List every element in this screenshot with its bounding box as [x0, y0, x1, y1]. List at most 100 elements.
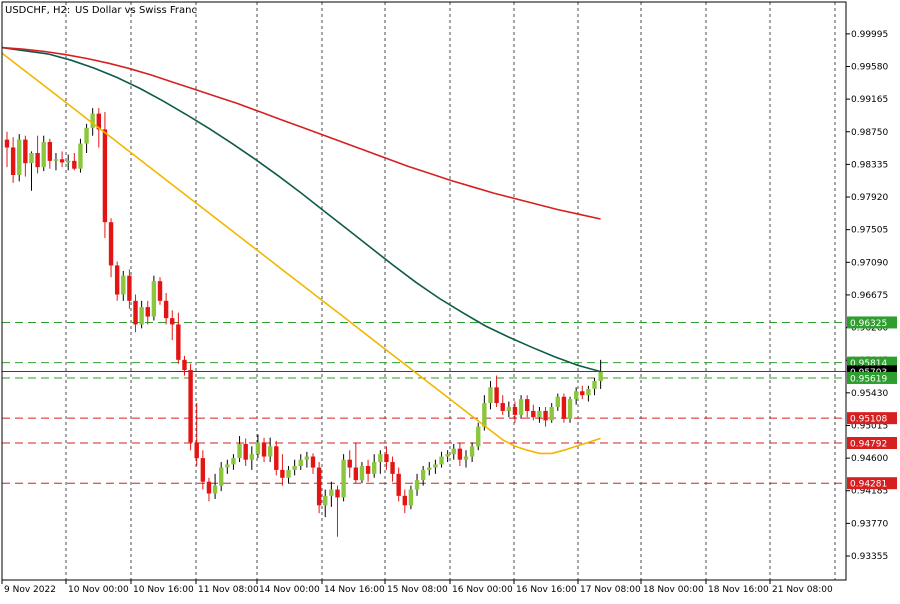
chart-symbol-timeframe: USDCHF, H2: [5, 5, 70, 16]
y-tick-label: 0.98750 [851, 128, 888, 138]
bull-candle [451, 448, 456, 455]
red-level-label: 0.95108 [850, 415, 887, 425]
bear-candle [170, 318, 175, 325]
green-level-box [847, 316, 897, 329]
bear-candle [10, 147, 16, 176]
bear-candle [396, 473, 401, 496]
bear-candle [525, 399, 530, 411]
bear-candle [531, 410, 536, 418]
bull-candle [488, 387, 493, 404]
chart-description: US Dollar vs Swiss Franc [75, 5, 197, 16]
bear-candle [390, 462, 395, 474]
bull-candle [66, 160, 71, 163]
bull-candle [586, 388, 591, 396]
bear-candle [310, 456, 316, 468]
bull-candle [17, 139, 22, 176]
bull-candle [29, 152, 34, 164]
bear-candle [188, 370, 193, 443]
bull-candle [304, 456, 310, 460]
y-tick-label: 0.96260 [851, 324, 888, 334]
bear-candle [59, 159, 65, 163]
bull-candle [598, 371, 603, 382]
bear-candle [494, 387, 499, 404]
axes: 9 Nov 2022 10 Nov 00:00 10 Nov 16:00 11 Nov… [1, 1, 888, 595]
y-tick-label: 0.95430 [851, 389, 888, 399]
x-tick-label: 14 Nov 16:00 [324, 585, 385, 595]
y-tick-label: 0.99995 [851, 30, 888, 40]
bear-candle [457, 448, 463, 460]
bull-candle [231, 458, 236, 465]
bull-candle [482, 403, 487, 427]
bear-candle [335, 489, 340, 498]
bear-candle [243, 443, 248, 460]
bear-candle [4, 139, 10, 148]
x-tick-label: 16 Nov 00:00 [452, 585, 513, 595]
x-tick-label: 18 Nov 00:00 [643, 585, 704, 595]
bull-candle [537, 410, 542, 418]
bear-candle [145, 307, 150, 317]
bear-candle [384, 454, 389, 463]
bull-candle [414, 480, 420, 490]
ma-mid-line [1, 46, 601, 373]
bull-candle [518, 399, 524, 415]
y-tick-label: 0.97090 [851, 258, 888, 268]
bear-candle [316, 467, 322, 506]
bear-candle [280, 469, 285, 478]
y-tick-label: 0.94185 [851, 487, 888, 497]
bull-candle [78, 143, 83, 169]
bear-candle [96, 113, 101, 130]
bull-candle [549, 406, 554, 421]
x-tick-label: 17 Nov 08:00 [580, 585, 641, 595]
grid [65, 2, 836, 580]
bull-candle [573, 391, 579, 400]
y-tick-label: 0.99580 [851, 62, 888, 72]
bull-candle [592, 381, 597, 389]
bear-candle [206, 481, 212, 494]
bear-candle [102, 129, 108, 223]
y-tick-label: 0.93355 [851, 552, 888, 562]
bear-candle [580, 391, 585, 396]
bull-candle [84, 127, 89, 144]
bear-candle [133, 300, 138, 325]
bear-candle [500, 403, 505, 411]
bull-candle [225, 464, 230, 468]
y-tick-label: 0.99165 [851, 95, 888, 105]
bear-candle [402, 495, 407, 506]
bear-candle [163, 300, 169, 319]
x-tick-label: 16 Nov 16:00 [516, 585, 577, 595]
bull-candle [433, 464, 438, 468]
bull-candle [286, 469, 291, 478]
bear-candle [365, 465, 371, 474]
x-tick-label: 10 Nov 16:00 [133, 585, 194, 595]
red-level-label: 0.94281 [850, 480, 887, 490]
bull-candle [121, 275, 126, 295]
green-level-label: 0.95619 [850, 374, 887, 384]
bull-candle [329, 489, 334, 496]
bull-candle [237, 443, 242, 459]
red-level-box [847, 412, 897, 425]
bull-candle [469, 446, 475, 457]
moving-averages [1, 46, 601, 455]
bear-candle [114, 265, 120, 295]
bull-candle [323, 495, 328, 506]
bull-candle [555, 396, 560, 407]
bear-candle [72, 160, 77, 169]
bear-candle [194, 442, 199, 459]
x-tick-label: 15 Nov 08:00 [387, 585, 448, 595]
green-level-label: 0.96325 [850, 319, 887, 329]
red-level-label: 0.94792 [850, 440, 887, 450]
bull-candle [151, 281, 157, 317]
bull-candle [249, 454, 254, 460]
y-tick-label: 0.95015 [851, 421, 888, 431]
bull-candle [292, 465, 297, 470]
bull-candle [463, 456, 469, 460]
candles [4, 108, 603, 537]
bull-candle [255, 442, 261, 455]
green-level-label: 0.95814 [850, 359, 887, 369]
x-tick-label: 11 Nov 08:00 [198, 585, 259, 595]
x-tick-label: 18 Nov 16:00 [708, 585, 769, 595]
bear-candle [543, 410, 548, 421]
bull-candle [90, 113, 95, 128]
